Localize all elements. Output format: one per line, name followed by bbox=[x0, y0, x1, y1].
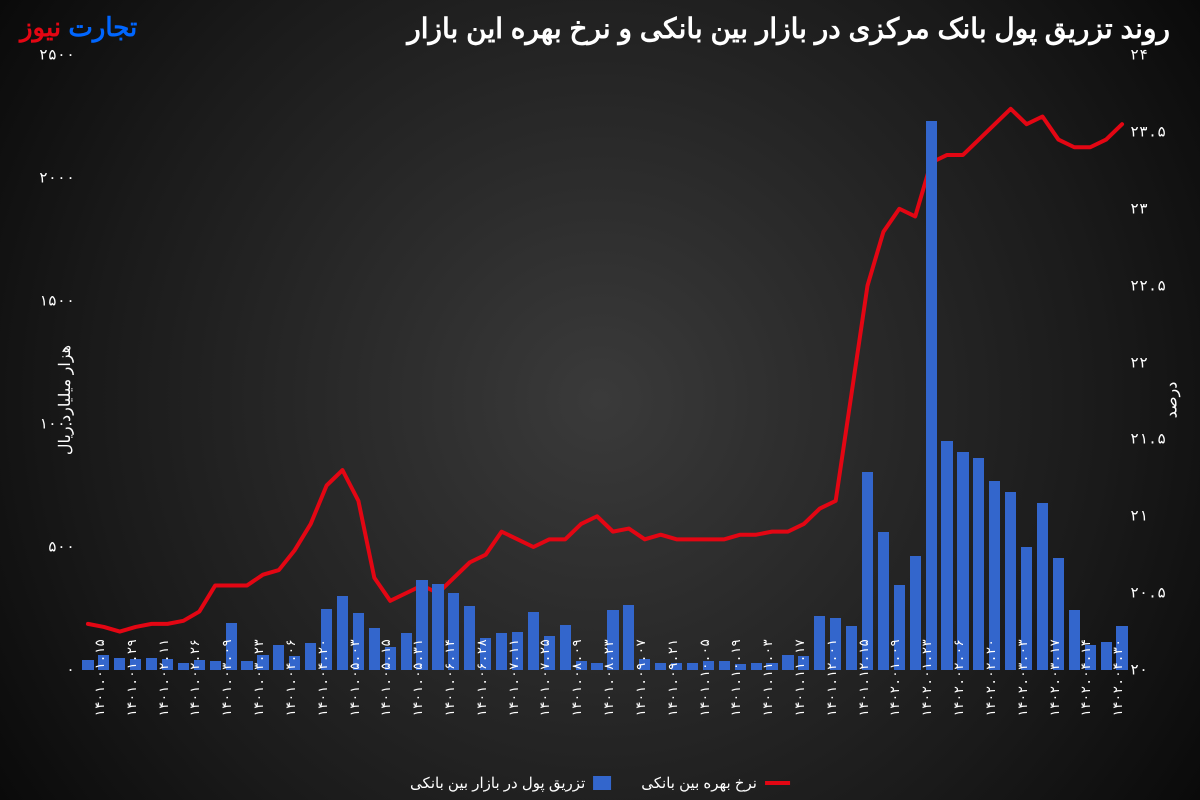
y-right-tick: ۲۲ bbox=[1130, 353, 1170, 372]
y-left-tick: ۱۰۰۰ bbox=[35, 415, 75, 434]
bar bbox=[1037, 503, 1048, 670]
y-left-tick: ۲۵۰۰ bbox=[35, 46, 75, 65]
x-tick: ۱۴۰۱.۰۹.۰۷ bbox=[634, 639, 649, 717]
legend-line: نرخ بهره بین بانکی bbox=[641, 774, 790, 792]
x-tick: ۱۴۰۱.۰۶.۲۸ bbox=[475, 639, 490, 717]
x-tick: ۱۴۰۱.۰۸.۰۹ bbox=[570, 639, 585, 717]
x-tick: ۱۴۰۱.۰۵.۳۱ bbox=[411, 639, 426, 717]
y-right-tick: ۲۰ bbox=[1130, 661, 1170, 680]
legend-bar: تزریق پول در بازار بین بانکی bbox=[410, 774, 611, 792]
x-tick: ۱۴۰۱.۰۳.۲۳ bbox=[252, 639, 267, 717]
logo-part2: نیوز bbox=[20, 12, 61, 42]
y-left-tick: ۱۵۰۰ bbox=[35, 292, 75, 311]
x-tick: ۱۴۰۲.۰۴.۱۴ bbox=[1079, 639, 1094, 717]
brand-logo: تجارت نیوز bbox=[20, 12, 137, 43]
legend: نرخ بهره بین بانکی تزریق پول در بازار بی… bbox=[410, 774, 790, 792]
bar bbox=[496, 633, 507, 670]
bar bbox=[814, 616, 825, 670]
x-tick: ۱۴۰۱.۰۳.۰۹ bbox=[220, 639, 235, 717]
bar bbox=[926, 121, 937, 670]
bar bbox=[846, 626, 857, 670]
x-tick: ۱۴۰۲.۰۱.۲۳ bbox=[920, 639, 935, 717]
x-tick: ۱۴۰۱.۰۱.۱۵ bbox=[93, 639, 108, 717]
x-tick: ۱۴۰۱.۰۸.۲۳ bbox=[602, 639, 617, 717]
logo-part1: تجارت bbox=[68, 12, 137, 42]
x-tick: ۱۴۰۲.۰۲.۲۰ bbox=[984, 639, 999, 717]
bar bbox=[273, 645, 284, 670]
x-tick: ۱۴۰۲.۰۱.۰۹ bbox=[888, 639, 903, 717]
x-tick: ۱۴۰۱.۱۱.۰۳ bbox=[761, 639, 776, 717]
bar bbox=[591, 663, 602, 670]
y-left-tick: ۲۰۰۰ bbox=[35, 169, 75, 188]
bar bbox=[957, 452, 968, 670]
legend-bar-label: تزریق پول در بازار بین بانکی bbox=[410, 774, 585, 792]
y-left-tick: ۰ bbox=[35, 661, 75, 680]
x-tick: ۱۴۰۱.۰۷.۲۵ bbox=[538, 639, 553, 717]
y-right-tick: ۲۴ bbox=[1130, 46, 1170, 65]
chart-title: روند تزریق پول بانک مرکزی در بازار بین ب… bbox=[0, 0, 1200, 53]
plot-area bbox=[80, 55, 1130, 670]
bar bbox=[941, 441, 952, 670]
y-right-tick: ۲۳.۵ bbox=[1130, 122, 1170, 141]
bar bbox=[655, 663, 666, 670]
x-tick: ۱۴۰۲.۰۳.۰۳ bbox=[1016, 639, 1031, 717]
bar bbox=[973, 458, 984, 670]
legend-line-label: نرخ بهره بین بانکی bbox=[641, 774, 757, 792]
x-tick: ۱۴۰۱.۰۴.۲۰ bbox=[316, 639, 331, 717]
y-left-tick: ۵۰۰ bbox=[35, 538, 75, 557]
bar bbox=[114, 658, 125, 670]
bar bbox=[687, 663, 698, 670]
x-tick: ۱۴۰۱.۱۰.۱۹ bbox=[729, 639, 744, 717]
bar bbox=[146, 658, 157, 670]
bar bbox=[782, 655, 793, 670]
bar bbox=[241, 661, 252, 670]
y-right-axis-label: درصد bbox=[1162, 382, 1182, 419]
chart-area bbox=[80, 55, 1130, 670]
bar bbox=[1005, 492, 1016, 670]
x-tick: ۱۴۰۲.۰۳.۱۷ bbox=[1048, 639, 1063, 717]
bar bbox=[623, 605, 634, 670]
y-right-tick: ۲۱.۵ bbox=[1130, 430, 1170, 449]
x-tick: ۱۴۰۱.۰۴.۰۶ bbox=[284, 639, 299, 717]
legend-line-swatch bbox=[765, 781, 790, 785]
x-tick: ۱۴۰۱.۱۲.۱۵ bbox=[857, 639, 872, 717]
bar bbox=[82, 660, 93, 670]
legend-bar-swatch bbox=[593, 776, 611, 790]
bar bbox=[464, 606, 475, 670]
x-tick: ۱۴۰۲.۰۴.۳۰ bbox=[1111, 639, 1126, 717]
bar bbox=[305, 643, 316, 670]
x-tick: ۱۴۰۱.۰۶.۱۴ bbox=[443, 639, 458, 717]
x-tick: ۱۴۰۱.۰۵.۰۳ bbox=[348, 639, 363, 717]
x-tick: ۱۴۰۱.۱۱.۱۷ bbox=[793, 639, 808, 717]
bar bbox=[432, 584, 443, 670]
x-tick: ۱۴۰۱.۰۵.۱۵ bbox=[379, 639, 394, 717]
x-tick: ۱۴۰۱.۱۰.۰۵ bbox=[698, 639, 713, 717]
x-tick: ۱۴۰۱.۰۲.۲۶ bbox=[188, 639, 203, 717]
y-right-tick: ۲۳ bbox=[1130, 199, 1170, 218]
y-right-tick: ۲۰.۵ bbox=[1130, 584, 1170, 603]
x-tick: ۱۴۰۱.۰۹.۲۱ bbox=[666, 639, 681, 717]
y-right-tick: ۲۲.۵ bbox=[1130, 276, 1170, 295]
x-tick: ۱۴۰۲.۰۲.۰۶ bbox=[952, 639, 967, 717]
x-tick: ۱۴۰۱.۰۱.۲۹ bbox=[125, 639, 140, 717]
x-tick: ۱۴۰۱.۰۲.۱۱ bbox=[157, 639, 172, 717]
x-tick: ۱۴۰۱.۰۷.۱۱ bbox=[507, 639, 522, 717]
y-left-axis-label: هزار میلیارد ریال bbox=[55, 345, 75, 455]
bar bbox=[337, 596, 348, 670]
y-right-tick: ۲۱ bbox=[1130, 507, 1170, 526]
x-tick: ۱۴۰۱.۱۲.۰۱ bbox=[825, 639, 840, 717]
